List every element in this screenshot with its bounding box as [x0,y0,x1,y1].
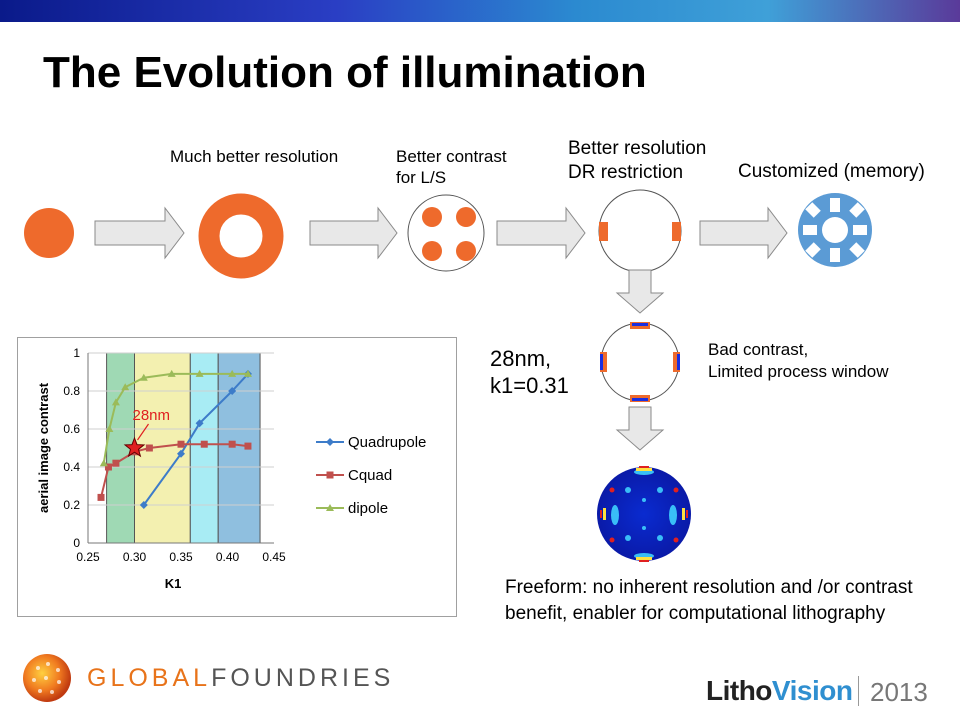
lithovision-part1: Litho [706,675,772,706]
x-tick-label: 0.25 [76,550,100,564]
freeform-pupil-icon [597,466,691,562]
data-point [228,369,237,377]
logo-separator [858,676,859,706]
data-point [195,369,204,377]
annular-pupil-icon [198,193,284,279]
node-label-line2: k1=0.31 [490,373,569,398]
conventional-pupil-icon [24,208,74,258]
y-tick-label: 1 [73,346,80,360]
contrast-chart: 0 0.2 0.4 0.6 0.8 1 0.25 0.30 0.35 0.40 0.45 K1 aeri… [17,337,457,617]
customized-pupil-icon [798,193,872,267]
x-tick-label: 0.30 [123,550,147,564]
y-axis-label: aerial image contrast [36,382,51,513]
annotation-star-icon [123,436,146,458]
y-tick-label: 0.6 [63,422,80,436]
logo-text-part2: FOUNDRIES [211,664,395,692]
chart-band [189,352,219,544]
y-tick-label: 0.8 [63,384,80,398]
cquad-side-label-line2: Limited process window [708,362,889,381]
x-axis-label: K1 [165,576,182,591]
arrow-icon [309,206,398,260]
data-point [177,440,185,448]
chart-band [134,352,191,544]
data-point [244,442,252,450]
legend-marker [326,438,334,446]
data-point [195,419,204,428]
data-point [228,440,236,448]
y-tick-label: 0 [73,536,80,550]
data-point [167,369,176,377]
lithovision-part2: Vision [771,675,853,706]
legend-marker [326,504,334,511]
legend-marker [326,471,334,479]
data-point [104,463,112,471]
lithovision-logo-text: LithoVision [706,675,853,707]
data-point [111,398,120,406]
annotation-label: 28nm [133,407,171,424]
data-point [105,425,114,432]
logo-text-part1: GLOBAL [87,664,212,692]
y-tick-label: 0.2 [63,498,80,512]
data-point [139,373,148,381]
top-banner [0,0,960,22]
freeform-description: Freeform: no inherent resolution and /or… [505,577,913,624]
data-point [121,383,130,391]
arrow-icon [699,206,788,260]
data-point [99,459,108,467]
down-arrow-icon [615,406,665,451]
annotation-arrow [137,423,149,441]
arrow-icon [496,206,586,260]
arrow-icon [94,206,185,260]
data-point [139,501,148,509]
dipole-label-line1: Better resolution [568,138,707,159]
dipole-pupil-icon [598,189,682,273]
down-arrow-icon [615,269,665,314]
node-label-line1: 28nm, [490,346,552,371]
data-point [228,387,237,395]
dipole-label-line2: DR restriction [568,162,684,183]
data-point [97,493,105,501]
cquad-pupil-icon [600,322,680,402]
quadrupole-pupil-icon [407,194,485,272]
legend-label: Quadrupole [348,434,426,451]
legend-label: Cquad [348,467,392,484]
y-tick-label: 0.4 [63,460,80,474]
contrast-chart-svg: 0 0.2 0.4 0.6 0.8 1 0.25 0.30 0.35 0.40 0.45 K1 aeri… [36,346,426,591]
data-point [112,459,120,467]
x-tick-label: 0.40 [216,550,240,564]
data-point [243,369,252,377]
quad-label-line1: Better contrast [396,147,507,166]
slide-title: The Evolution of illumination [43,48,647,97]
chart-band [217,352,261,544]
quad-label-line2: for L/S [396,168,447,187]
data-point [145,444,153,452]
cquad-side-label-line1: Bad contrast, [708,340,809,359]
custom-label: Customized (memory) [738,161,925,182]
annular-label: Much better resolution [170,147,339,166]
event-year: 2013 [870,677,928,707]
x-tick-label: 0.35 [169,550,193,564]
legend-label: dipole [348,500,388,517]
globalfoundries-logo-text: GLOBALFOUNDRIES [87,664,394,693]
x-tick-label: 0.45 [262,550,286,564]
data-point [177,449,185,458]
data-point [200,440,208,448]
